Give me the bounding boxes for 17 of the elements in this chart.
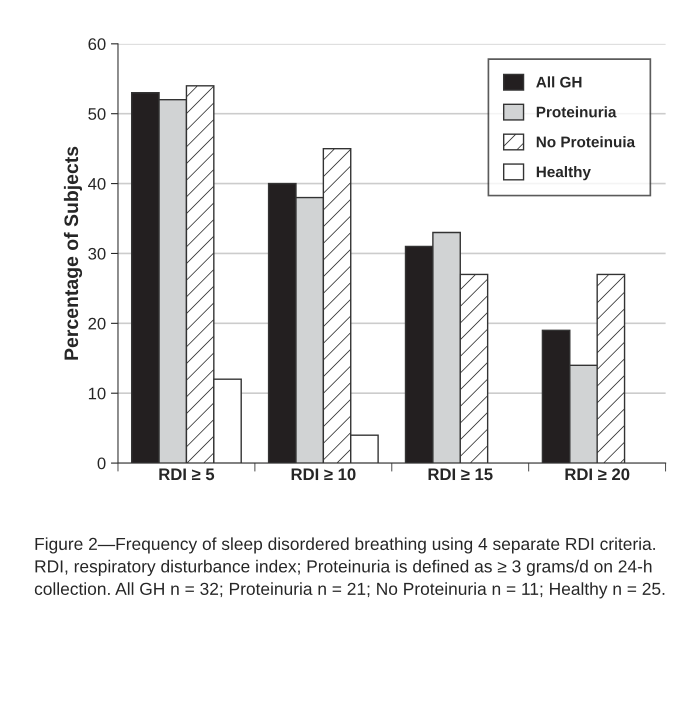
- legend-label: Proteinuria: [536, 106, 617, 118]
- legend-label: No Proteinuia: [536, 136, 636, 148]
- caption: Figure 2—Frequency of sleep disordered breathing using 4 separate RDI criteria. RDI, respiratory disturbance index; Proteinuria is defined as ≥ 3 grams/d on 24-h collection. All GH n = 32; Proteinuria n = 21; No Proteinuria n = 11; Healthy n = 25.: [34, 537, 664, 598]
- y-tick-label: 0: [98, 457, 106, 470]
- x-tick-label: RDI ≥ 5: [159, 468, 214, 480]
- y-tick-label: 30: [88, 248, 106, 260]
- x-tick-label: RDI ≥ 15: [428, 468, 493, 480]
- y-tick-label: 40: [88, 178, 106, 190]
- legend-label: Healthy: [536, 166, 591, 180]
- legend-label: All GH: [536, 76, 582, 88]
- y-tick-label: 10: [88, 388, 106, 400]
- y-axis-title: Percentage of Subjects: [64, 146, 82, 360]
- y-tick-label: 50: [88, 108, 106, 120]
- y-tick-label: 20: [88, 318, 106, 330]
- x-tick-label: RDI ≥ 10: [292, 468, 356, 480]
- y-tick-label: 60: [88, 38, 106, 50]
- x-tick-label: RDI ≥ 20: [565, 468, 630, 480]
